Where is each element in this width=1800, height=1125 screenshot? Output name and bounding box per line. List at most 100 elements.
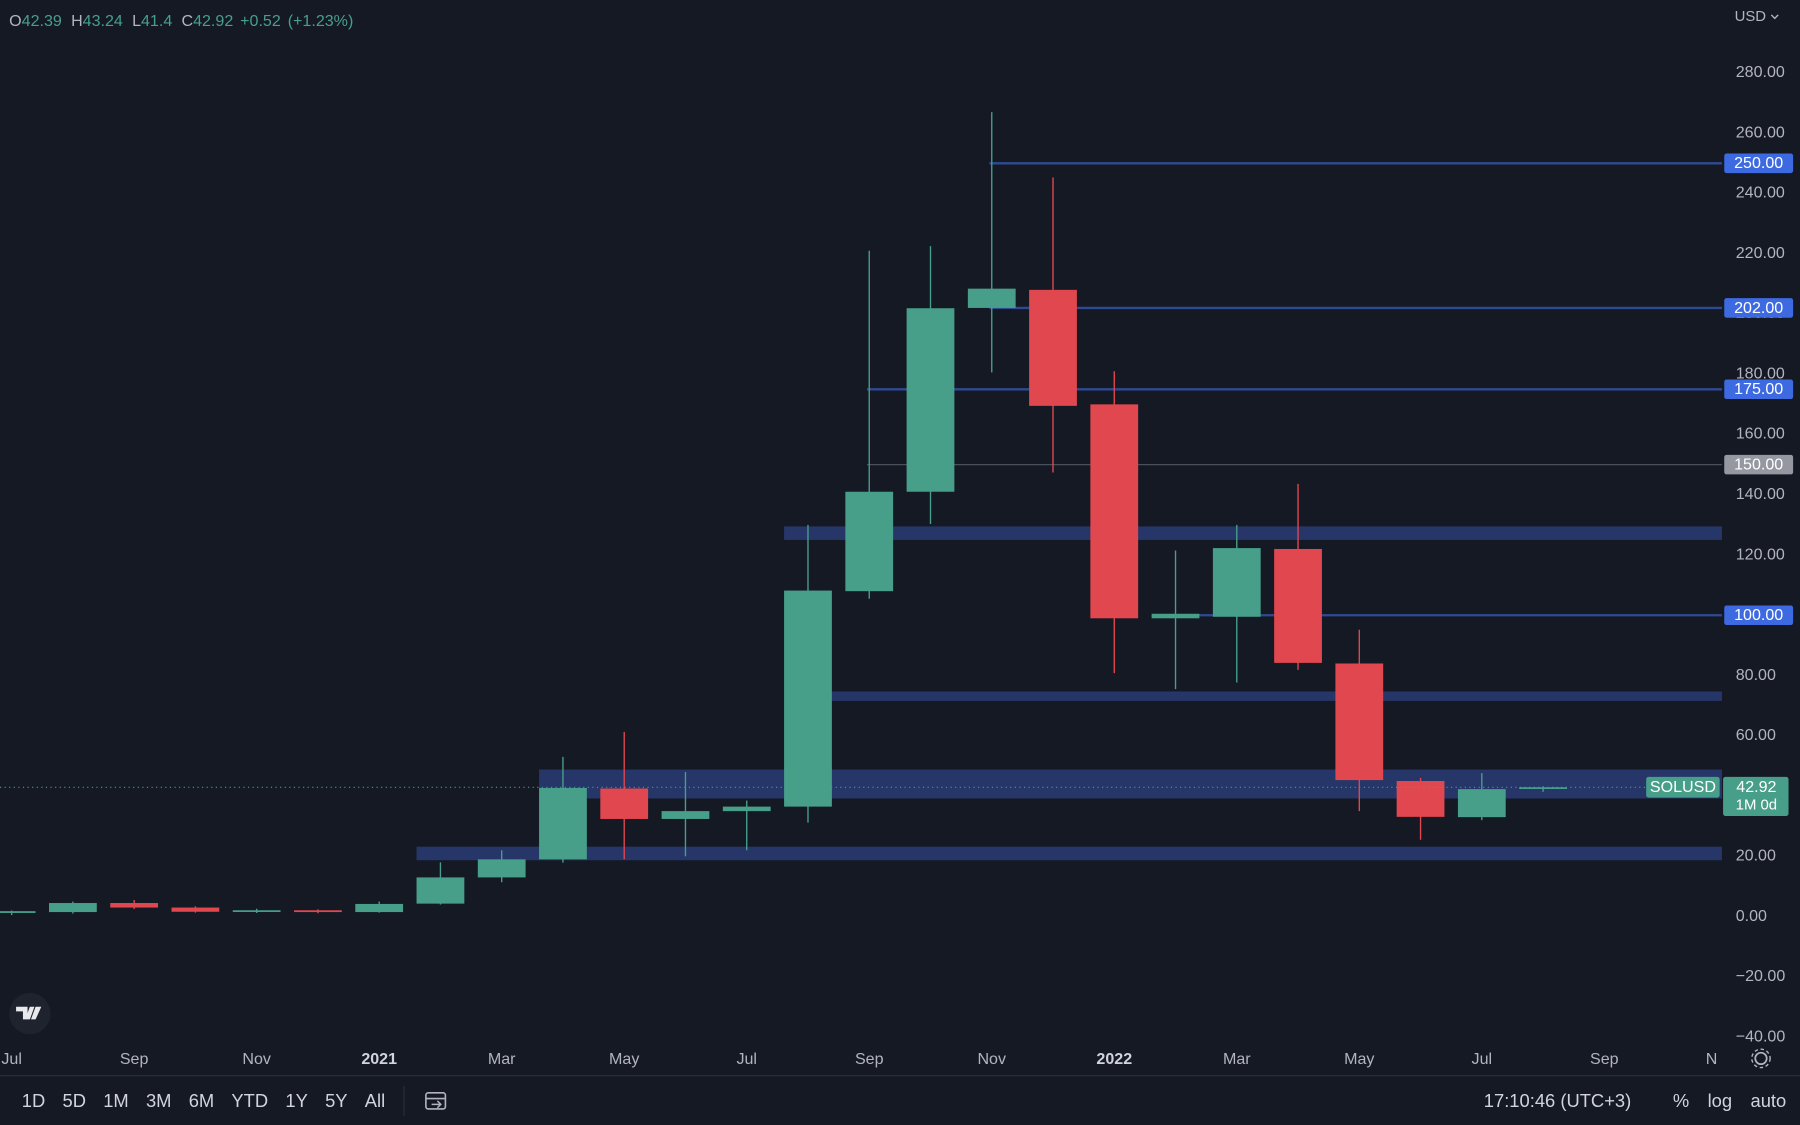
y-tick-label: 280.00 [1736,63,1785,81]
price-line-label: 250.00 [1734,154,1783,172]
calendar-icon[interactable] [425,1092,447,1110]
x-tick-label: Sep [120,1050,149,1068]
candle-body [171,907,220,912]
candle-body [845,491,894,592]
x-tick-label: N [1706,1050,1718,1068]
range-button[interactable]: YTD [231,1090,268,1111]
x-tick-label: Jul [1,1050,22,1068]
x-tick-label: May [1344,1050,1374,1068]
x-tick-label: 2022 [1096,1050,1132,1068]
y-tick-label: 80.00 [1736,666,1776,684]
last-price-label-bg [1723,776,1789,816]
y-tick-label: 160.00 [1736,425,1785,443]
low-value: 41.4 [141,12,172,30]
candle-body [967,288,1016,308]
x-tick-label: Jul [1472,1050,1493,1068]
candle-body [539,787,587,860]
currency-caret[interactable] [1770,14,1779,20]
price-line-label: 175.00 [1734,380,1783,398]
candle-body [722,806,771,812]
high-value: 43.24 [83,12,123,30]
y-tick-label: 60.00 [1736,726,1776,744]
candle-body [661,811,710,819]
candle-body [1519,787,1567,789]
y-tick-label: 0.00 [1736,907,1767,925]
x-tick-label: Jul [736,1050,757,1068]
countdown: 1M 0d [1736,797,1777,814]
y-tick-label: 140.00 [1736,485,1785,503]
range-button[interactable]: 1Y [285,1090,307,1111]
range-button[interactable]: 1D [22,1090,45,1111]
candle-body [355,903,404,913]
candle-body [1335,663,1384,781]
candle-body [1396,780,1445,817]
change-pct: (+1.23%) [288,12,354,30]
candle-body [784,590,832,807]
candle-body [294,910,342,913]
y-tick-label: 220.00 [1736,244,1785,262]
x-tick-label: Sep [855,1050,884,1068]
zone [784,691,1722,701]
ohlc-header: O42.39 H43.24 L41.4 C42.92 +0.52 (+1.23%) [9,12,353,30]
y-tick-label: 260.00 [1736,123,1785,141]
zone [539,769,1722,799]
candle-body [0,911,36,913]
x-tick-label: Sep [1590,1050,1619,1068]
close-value: 42.92 [193,12,233,30]
zone [416,846,1722,861]
clock: 17:10:46 (UTC+3) [1484,1090,1631,1111]
currency[interactable]: USD [1735,8,1767,25]
y-tick-label: 180.00 [1736,364,1785,382]
high-label: H [71,12,83,30]
y-tick-label: −40.00 [1736,1027,1786,1045]
chart-option[interactable]: % [1673,1090,1689,1111]
x-tick-label: Nov [977,1050,1006,1068]
candle-body [1029,289,1077,406]
y-tick-label: 240.00 [1736,184,1785,202]
candle-body [1274,548,1322,663]
range-button[interactable]: 6M [189,1090,215,1111]
range-button[interactable]: 1M [103,1090,129,1111]
price-line-label-bg [1724,605,1794,626]
plot-area [0,112,1722,916]
x-tick-label: Mar [1223,1050,1251,1068]
price-line-label: 100.00 [1734,606,1783,624]
change: +0.52 [240,12,281,30]
y-tick-label: 120.00 [1736,545,1785,563]
x-tick-label: Mar [488,1050,516,1068]
candle-body [1090,404,1139,619]
candle-body [416,877,465,904]
y-tick-label: −20.00 [1736,967,1786,985]
range-button[interactable]: 5Y [325,1090,347,1111]
settings-icon[interactable] [1751,1048,1771,1069]
x-tick-label: May [609,1050,639,1068]
symbol-label-bg [1646,776,1720,798]
symbol-label: SOLUSD [1650,778,1716,796]
price-line-label: 150.00 [1734,455,1783,473]
range-button[interactable]: 5D [63,1090,86,1111]
range-button[interactable]: 3M [146,1090,172,1111]
range-button[interactable]: All [365,1090,385,1111]
candle-body [600,788,649,819]
price-line-label-bg [1724,153,1794,174]
open-value: 42.39 [22,12,62,30]
chart-option[interactable]: auto [1750,1090,1786,1111]
candle-body [906,308,955,492]
last-price-label: 42.92 [1736,778,1776,796]
x-tick-label: 2021 [361,1050,397,1068]
y-tick-label: 20.00 [1736,847,1776,865]
candle-body [1212,548,1261,617]
tv-logo[interactable] [9,992,51,1035]
chart-option[interactable]: log [1708,1090,1733,1111]
candle-body [477,859,526,878]
open-label: O [9,12,22,30]
candle-body [110,903,159,908]
candle-body [49,903,97,913]
zone [784,526,1722,540]
close-label: C [181,12,193,30]
candle-body [232,910,281,912]
x-tick-label: Nov [242,1050,271,1068]
